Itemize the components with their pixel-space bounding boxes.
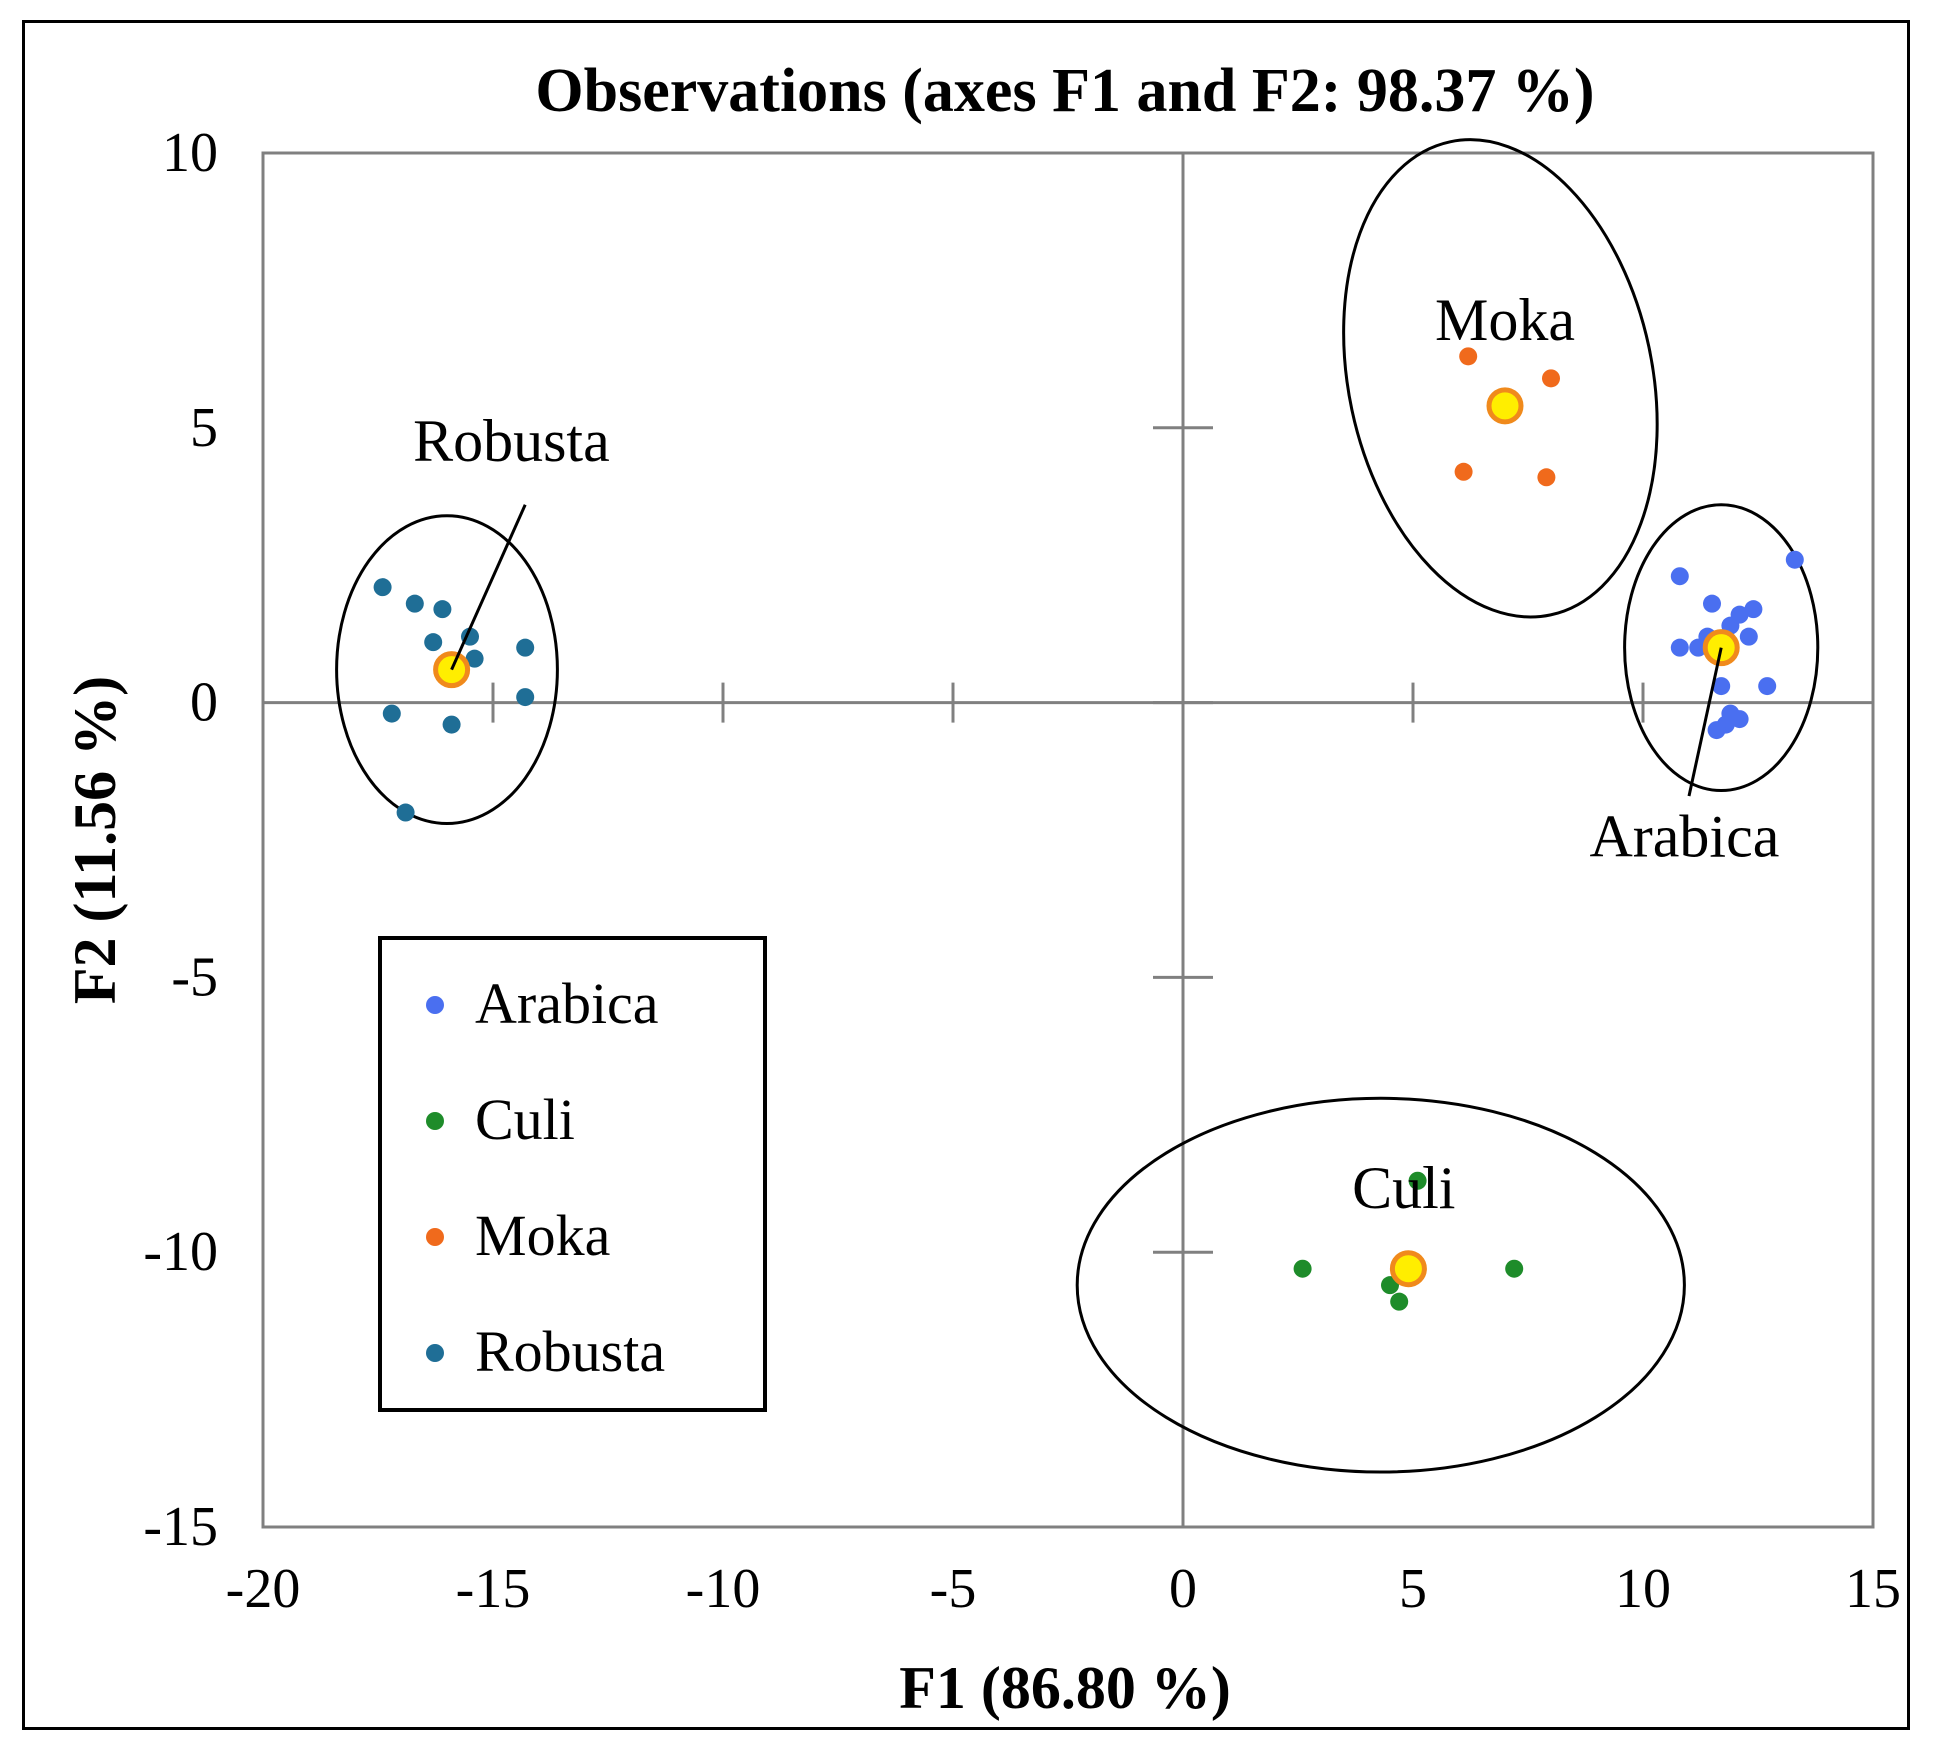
point-robusta	[424, 633, 443, 652]
point-culi	[1390, 1292, 1409, 1311]
point-robusta	[382, 704, 401, 723]
centroid-culi	[1389, 1250, 1427, 1288]
point-arabica	[1689, 638, 1708, 657]
point-arabica	[1712, 677, 1731, 696]
point-robusta	[373, 578, 392, 597]
leader-line-arabica	[1687, 647, 1723, 797]
point-moka	[1454, 462, 1473, 481]
x-tick-label: -20	[226, 1558, 301, 1620]
legend: Arabica Culi Moka Robusta	[378, 936, 767, 1412]
y-tick-label: -15	[143, 1496, 218, 1558]
point-moka	[1459, 347, 1478, 366]
point-robusta	[396, 803, 415, 822]
y-tick-label: -10	[143, 1221, 218, 1283]
y-tick-label: 0	[190, 672, 218, 734]
point-robusta	[405, 594, 424, 613]
ellipse-robusta	[335, 514, 559, 826]
x-tick-label: 10	[1615, 1558, 1671, 1620]
ellipse-moka	[1342, 138, 1659, 619]
group-label-culi: Culi	[1352, 1155, 1455, 1221]
legend-label-culi: Culi	[475, 1087, 575, 1152]
point-arabica	[1670, 638, 1689, 657]
group-label-moka: Moka	[1435, 287, 1575, 353]
point-culi	[1505, 1259, 1524, 1278]
point-arabica	[1707, 721, 1726, 740]
point-arabica	[1730, 710, 1749, 729]
x-axis-label: F1 (86.80 %)	[899, 1655, 1231, 1721]
y-tick-label: 5	[190, 397, 218, 459]
y-axis-label: F2 (11.56 %)	[62, 676, 128, 1004]
point-arabica	[1703, 594, 1721, 613]
legend-box	[378, 936, 767, 1412]
centroid-moka	[1486, 387, 1524, 425]
x-tick-label: -10	[686, 1558, 761, 1620]
ellipse-arabica	[1623, 503, 1820, 793]
point-arabica	[1739, 627, 1758, 646]
point-robusta	[433, 600, 452, 619]
x-tick-label: 15	[1845, 1558, 1901, 1620]
x-tick-label: 5	[1399, 1558, 1427, 1620]
chart-frame: Observations (axes F1 and F2: 98.37 %) -…	[22, 20, 1910, 1730]
point-culi	[1408, 1171, 1427, 1190]
x-tick-label: -15	[456, 1558, 531, 1620]
chart-title: Observations (axes F1 and F2: 98.37 %)	[535, 57, 1594, 125]
point-moka	[1537, 468, 1556, 487]
legend-label-robusta: Robusta	[475, 1319, 665, 1384]
legend-label-arabica: Arabica	[475, 971, 659, 1036]
x-tick-label: -5	[930, 1558, 977, 1620]
point-arabica	[1744, 600, 1763, 619]
y-tick-label: 10	[162, 122, 218, 184]
legend-marker-culi	[426, 1112, 444, 1130]
plot-area	[261, 151, 1875, 1529]
x-tick-label: 0	[1169, 1558, 1197, 1620]
point-arabica	[1785, 550, 1804, 569]
group-label-arabica: Arabica	[1589, 803, 1779, 869]
legend-label-moka: Moka	[475, 1203, 610, 1268]
point-robusta	[516, 638, 535, 657]
point-arabica	[1670, 567, 1689, 586]
y-tick-label: -5	[171, 946, 218, 1008]
point-robusta	[442, 715, 461, 734]
point-moka	[1542, 369, 1560, 388]
point-arabica	[1758, 677, 1777, 696]
point-arabica	[1730, 605, 1749, 624]
legend-marker-robusta	[426, 1344, 444, 1362]
group-label-robusta: Robusta	[413, 408, 610, 474]
leader-line-robusta	[450, 504, 527, 671]
scatter-chart: Observations (axes F1 and F2: 98.37 %) -…	[62, 57, 1901, 1721]
point-robusta	[465, 649, 484, 668]
point-culi	[1293, 1259, 1312, 1278]
legend-marker-arabica	[426, 996, 444, 1014]
point-robusta	[516, 688, 535, 707]
ellipse-culi	[1075, 1096, 1686, 1474]
legend-marker-moka	[426, 1228, 444, 1246]
